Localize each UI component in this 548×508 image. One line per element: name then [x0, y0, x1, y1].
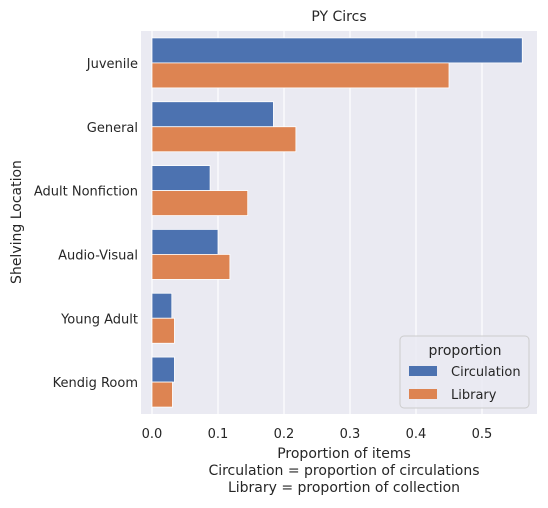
- bar-circulation-juvenile: [151, 37, 523, 64]
- bar-library-juvenile: [151, 62, 450, 89]
- y-tick-label: General: [87, 121, 138, 136]
- x-tick-label: 0.4: [406, 427, 427, 442]
- x-axis-note-circulation: Circulation = proportion of circulations: [208, 463, 479, 479]
- y-tick-label: Kendig Room: [53, 376, 138, 391]
- legend-swatch-library: [409, 389, 437, 399]
- bars: [151, 37, 523, 408]
- bar-circulation-general: [151, 101, 274, 128]
- bar-circulation-audio-visual: [151, 229, 219, 255]
- x-tick-label: 0.0: [142, 427, 163, 442]
- legend: proportion Circulation Library: [399, 335, 530, 409]
- bar-library-audio-visual: [151, 254, 231, 280]
- legend-title: proportion: [429, 343, 502, 359]
- x-tick-label: 0.5: [472, 427, 493, 442]
- bar-library-general: [151, 126, 297, 153]
- x-tick-label: 0.2: [274, 427, 295, 442]
- legend-swatch-circulation: [409, 366, 437, 376]
- x-axis-note-library: Library = proportion of collection: [228, 480, 460, 496]
- y-tick-label: Juvenile: [86, 57, 138, 72]
- bar-circulation-adult-nonfiction: [151, 165, 211, 191]
- y-tick-labels: Juvenile General Adult Nonfiction Audio-Vis…: [34, 57, 138, 391]
- legend-entry-library: Library: [451, 388, 497, 403]
- y-axis-label: Shelving Location: [9, 160, 25, 284]
- x-tick-labels: 0.0 0.1 0.2 0.3 0.4 0.5: [142, 427, 493, 442]
- x-tick-label: 0.1: [208, 427, 229, 442]
- bar-library-young-adult: [151, 317, 175, 344]
- x-axis-label: Proportion of items: [277, 446, 411, 462]
- y-tick-label: Adult Nonfiction: [34, 185, 138, 200]
- legend-entry-circulation: Circulation: [451, 365, 521, 380]
- bar-circulation-young-adult: [151, 292, 173, 319]
- bar-library-adult-nonfiction: [151, 190, 249, 216]
- y-tick-label: Young Adult: [60, 312, 138, 327]
- bar-circulation-kendig-room: [151, 356, 175, 383]
- x-tick-label: 0.3: [340, 427, 361, 442]
- y-tick-label: Audio-Visual: [58, 248, 138, 263]
- bar-library-kendig-room: [151, 381, 173, 408]
- chart-title: PY Circs: [311, 9, 366, 25]
